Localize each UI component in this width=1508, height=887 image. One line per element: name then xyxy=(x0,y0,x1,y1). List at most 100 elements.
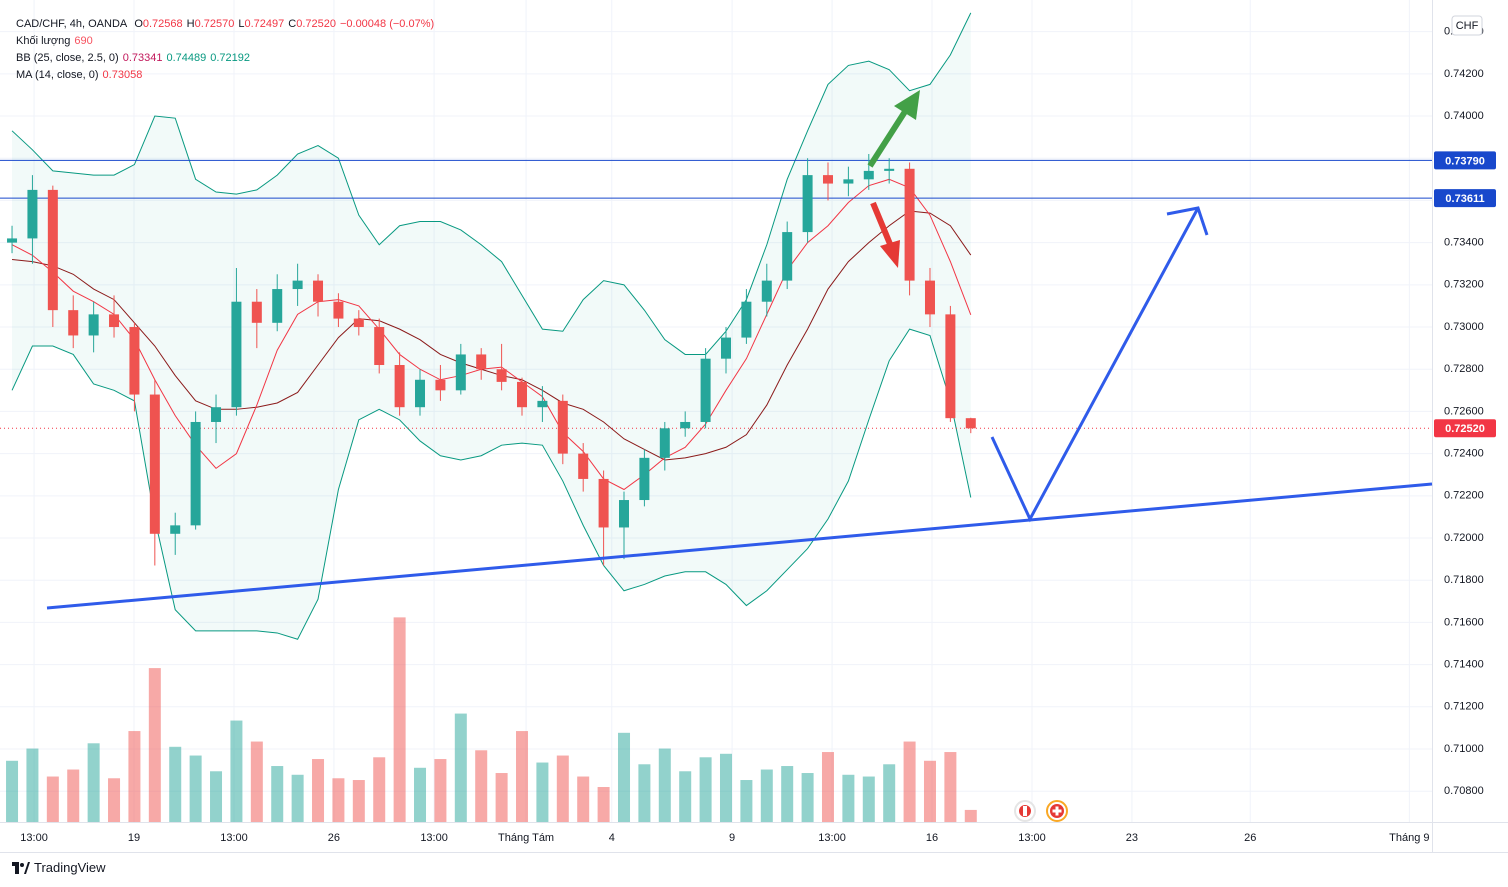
volume-bar xyxy=(434,759,447,822)
symbol[interactable]: CAD/CHF, 4h, OANDA xyxy=(16,18,128,30)
last-price-tag-label: 0.72520 xyxy=(1445,423,1485,435)
currency-label: CHF xyxy=(1456,20,1479,32)
indicator-value: 0.74489 xyxy=(166,52,207,64)
indicator-row[interactable]: MA (14, close, 0) 0.73058 xyxy=(16,67,438,84)
x-tick-label: Tháng 9 xyxy=(1389,832,1429,844)
x-tick-label: 13:00 xyxy=(420,832,448,844)
volume-bar xyxy=(26,748,39,822)
y-tick-label: 0.71000 xyxy=(1444,743,1484,755)
price-tag xyxy=(1434,151,1496,170)
volume-bar xyxy=(291,774,304,822)
indicator-row[interactable]: Khối lượng 690 xyxy=(16,33,438,50)
candle-body xyxy=(27,189,38,239)
volume-bar xyxy=(454,713,467,822)
branding[interactable]: TradingView xyxy=(12,860,106,875)
volume-bar xyxy=(903,741,916,822)
volume-bar xyxy=(679,771,692,822)
y-tick-label: 0.73200 xyxy=(1444,279,1484,291)
x-tick-label: 16 xyxy=(926,832,938,844)
volume-bar xyxy=(842,774,855,822)
bollinger-fill xyxy=(12,12,971,640)
y-tick-label: 0.73000 xyxy=(1444,321,1484,333)
candle-body xyxy=(802,175,813,233)
indicator-value: 690 xyxy=(74,35,93,47)
ohlc-key: C xyxy=(288,18,297,30)
change: −0.00048 (−0.07%) xyxy=(339,18,435,30)
red-arrowhead xyxy=(880,240,900,268)
volume-bar xyxy=(495,773,508,822)
volume-bar xyxy=(658,748,671,822)
indicator-value: 0.72192 xyxy=(210,52,251,64)
candle-body xyxy=(619,500,630,528)
indicator-value: 0.73058 xyxy=(102,69,143,81)
x-tick-label: 13:00 xyxy=(20,832,48,844)
candle-body xyxy=(578,453,589,479)
candle-body xyxy=(843,179,854,184)
volume-bar xyxy=(169,746,182,822)
candle-body xyxy=(211,407,222,422)
y-tick-label: 0.72000 xyxy=(1444,532,1484,544)
volume-bar xyxy=(189,755,202,822)
candle-body xyxy=(537,400,548,408)
candle-body xyxy=(761,280,772,302)
candle-body xyxy=(639,457,650,501)
candle-body xyxy=(415,379,426,408)
volume-bar xyxy=(597,787,610,822)
volume-bar xyxy=(230,720,243,822)
x-tick-label: 4 xyxy=(609,832,615,844)
candle-body xyxy=(965,418,976,429)
candle-body xyxy=(782,232,793,281)
x-tick-label: 26 xyxy=(1244,832,1256,844)
volume-bar xyxy=(781,766,794,822)
candle-body xyxy=(884,168,895,171)
candle-body xyxy=(251,301,262,323)
volume-bar xyxy=(883,764,896,822)
volume-bar xyxy=(536,762,549,822)
candle-body xyxy=(476,354,487,370)
y-tick-label: 0.71400 xyxy=(1444,659,1484,671)
x-tick-label: 13:00 xyxy=(1018,832,1046,844)
candle-body xyxy=(700,358,711,422)
indicator-row[interactable]: BB (25, close, 2.5, 0) 0.73341 0.74489 0.72… xyxy=(16,50,438,67)
volume-bar xyxy=(577,776,590,822)
candle-body xyxy=(741,301,752,338)
y-tick-label: 0.72200 xyxy=(1444,490,1484,502)
ohlc-key: O xyxy=(134,18,143,30)
candle-body xyxy=(47,189,58,311)
price-tag-label: 0.73790 xyxy=(1445,155,1485,167)
ohlc-value: 0.72497 xyxy=(244,18,285,30)
volume-bar xyxy=(618,732,631,822)
candle-body xyxy=(149,394,160,534)
y-tick-label: 0.71800 xyxy=(1444,574,1484,586)
candle-body xyxy=(7,238,18,243)
volume-bar xyxy=(128,731,141,822)
volume-bar xyxy=(821,752,834,822)
ohlc-value: 0.72570 xyxy=(194,18,235,30)
volume-bar xyxy=(312,759,325,822)
projection-arrowhead xyxy=(1166,206,1209,236)
indicator-name: Khối lượng xyxy=(16,35,71,47)
x-tick-label: 9 xyxy=(729,832,735,844)
volume-bar xyxy=(148,668,161,822)
y-tick-label: 0.74000 xyxy=(1444,110,1484,122)
volume-bar xyxy=(760,769,773,822)
x-tick-label: 26 xyxy=(328,832,340,844)
volume-bar xyxy=(250,741,263,822)
trend-line xyxy=(46,482,1433,610)
currency-box xyxy=(1451,15,1483,36)
legend: CAD/CHF, 4h, OANDA O0.72568 H0.72570 L0.72… xyxy=(16,16,438,84)
y-tick-label: 0.73400 xyxy=(1444,237,1484,249)
x-tick-label: Tháng Tám xyxy=(498,832,554,844)
volume-bar xyxy=(67,769,80,822)
event-canada-flag-center xyxy=(1023,806,1027,816)
volume-bar xyxy=(923,760,936,822)
volume-bar xyxy=(964,809,977,822)
candle-body xyxy=(190,421,201,526)
candle-body xyxy=(129,327,140,395)
volume-bar xyxy=(352,780,365,822)
volume-bar xyxy=(108,778,121,822)
symbol-row: CAD/CHF, 4h, OANDA O0.72568 H0.72570 L0.72… xyxy=(16,16,438,33)
x-tick-label: 19 xyxy=(128,832,140,844)
volume-bar xyxy=(475,750,488,822)
